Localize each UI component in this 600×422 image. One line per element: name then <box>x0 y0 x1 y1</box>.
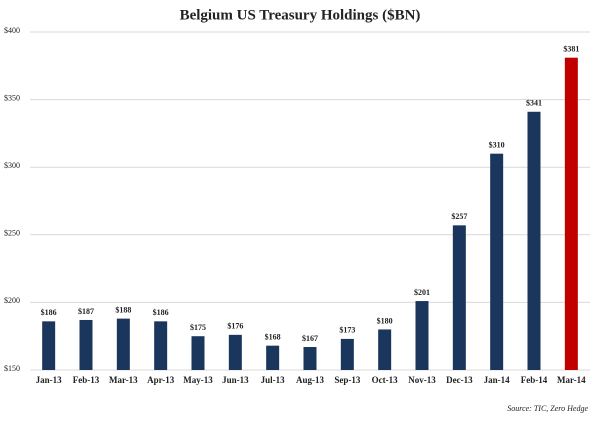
data-label: $167 <box>302 334 318 343</box>
data-label: $176 <box>227 322 243 331</box>
bar <box>490 153 504 370</box>
bar <box>42 321 56 370</box>
y-tick-label: $250 <box>4 229 20 238</box>
bar <box>266 345 280 370</box>
x-tick-label: Nov-13 <box>408 375 436 385</box>
x-tick-label: Jan-14 <box>484 375 511 385</box>
x-tick-label: Jul-13 <box>261 375 286 385</box>
data-label: $381 <box>563 45 579 54</box>
data-label: $173 <box>339 326 355 335</box>
x-tick-label: Sep-13 <box>334 375 361 385</box>
y-tick-label: $350 <box>4 93 20 102</box>
data-label: $257 <box>451 212 467 221</box>
x-tick-label: Mar-14 <box>557 375 586 385</box>
bar <box>116 318 130 370</box>
x-tick-label: Oct-13 <box>372 375 398 385</box>
data-label: $310 <box>489 141 505 150</box>
x-tick-label: Dec-13 <box>446 375 473 385</box>
bar <box>527 111 541 370</box>
data-label: $201 <box>414 288 430 297</box>
bar <box>154 321 168 370</box>
data-label: $187 <box>78 307 94 316</box>
bar <box>452 225 466 370</box>
bar <box>564 57 578 371</box>
x-tick-label: Mar-13 <box>109 375 138 385</box>
x-tick-label: Apr-13 <box>147 375 175 385</box>
data-label: $180 <box>377 316 393 325</box>
data-label: $186 <box>41 308 57 317</box>
x-tick-label: May-13 <box>183 375 213 385</box>
data-label: $341 <box>526 99 542 108</box>
bar <box>228 334 242 370</box>
y-tick-label: $200 <box>4 296 20 305</box>
y-tick-label: $400 <box>4 26 20 35</box>
x-tick-label: Aug-13 <box>296 375 325 385</box>
data-label: $168 <box>265 332 281 341</box>
bar <box>378 329 392 370</box>
bar <box>340 338 354 370</box>
bar <box>79 319 93 370</box>
x-tick-label: Jan-13 <box>36 375 63 385</box>
bar <box>415 301 429 370</box>
x-tick-label: Feb-14 <box>521 375 548 385</box>
y-tick-label: $150 <box>4 364 20 373</box>
x-tick-label: Jun-13 <box>222 375 249 385</box>
bar <box>303 347 317 370</box>
bar <box>191 336 205 370</box>
chart-title: Belgium US Treasury Holdings ($BN) <box>180 7 421 23</box>
data-label: $188 <box>115 305 131 314</box>
x-tick-label: Feb-13 <box>73 375 100 385</box>
data-label: $175 <box>190 323 206 332</box>
data-label: $186 <box>153 308 169 317</box>
y-tick-label: $300 <box>4 161 20 170</box>
source-note: Source: TIC, Zero Hedge <box>507 404 588 413</box>
